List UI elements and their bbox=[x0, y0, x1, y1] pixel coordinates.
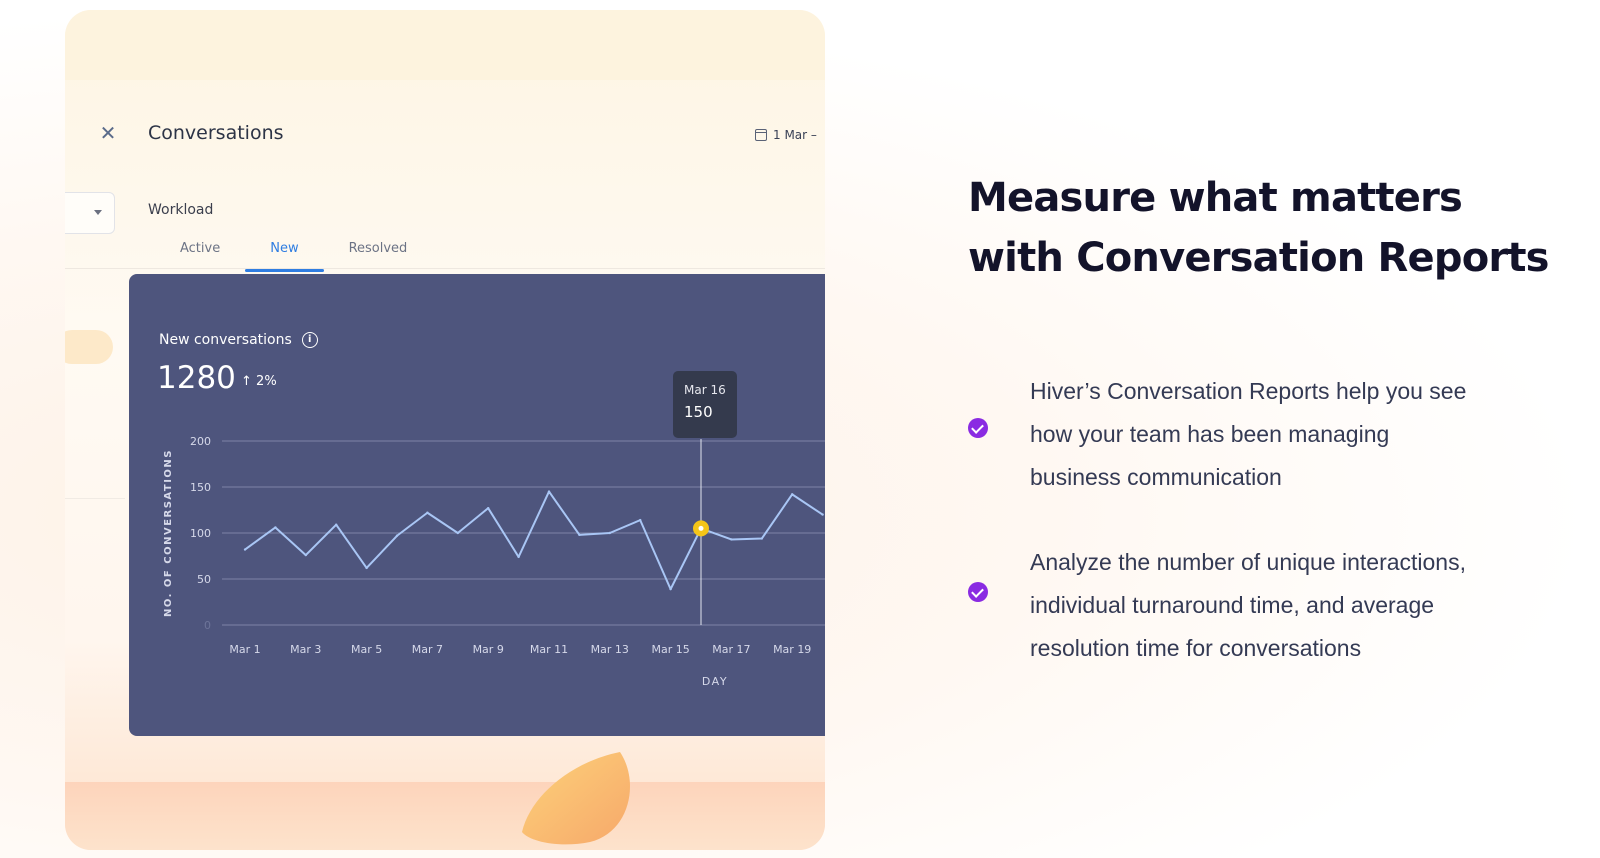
headline-line-1: Measure what matters bbox=[968, 175, 1463, 221]
calendar-icon bbox=[755, 129, 767, 141]
data-point bbox=[821, 513, 824, 516]
tab-resolved[interactable]: Resolved bbox=[348, 241, 408, 256]
x-tick-label: Mar 17 bbox=[712, 643, 750, 656]
chart-title: New conversations bbox=[159, 332, 292, 348]
data-point bbox=[335, 523, 338, 526]
x-tick-label: Mar 9 bbox=[473, 643, 504, 656]
data-point bbox=[517, 555, 520, 559]
data-point bbox=[487, 506, 490, 510]
bullet-2-line-3: resolution time for conversations bbox=[1030, 635, 1362, 661]
data-point bbox=[274, 526, 277, 529]
caret-down-icon bbox=[94, 210, 102, 215]
y-tick-label: 200 bbox=[190, 435, 211, 448]
y-tick-label: 150 bbox=[190, 481, 211, 494]
highlight-point-center bbox=[698, 525, 704, 531]
delta-value: 2% bbox=[256, 374, 277, 389]
bullet-1-marker bbox=[968, 418, 988, 438]
data-point bbox=[243, 548, 247, 551]
x-tick-label: Mar 19 bbox=[773, 643, 811, 656]
card-top-band bbox=[65, 10, 825, 80]
tooltip-value: 150 bbox=[684, 403, 713, 421]
bullet-1-line-2: how your team has been managing bbox=[1030, 421, 1390, 447]
bullet-2-marker bbox=[968, 582, 988, 602]
x-axis-label: DAY bbox=[702, 675, 728, 688]
bullet-1-text: Hiver’s Conversation Reports help you se… bbox=[1030, 370, 1590, 499]
close-icon[interactable]: ✕ bbox=[99, 121, 117, 145]
filter-dropdown[interactable] bbox=[65, 192, 115, 234]
data-point bbox=[365, 566, 368, 570]
x-tick-label: Mar 11 bbox=[530, 643, 568, 656]
x-tick-label: Mar 7 bbox=[412, 643, 443, 656]
line-chart: 0 50 100 150 200 NO. OF CONVERSATIONS DAY Mar 1… bbox=[163, 435, 825, 688]
x-tick-label: Mar 3 bbox=[290, 643, 321, 656]
data-point bbox=[547, 490, 551, 493]
date-range-picker[interactable]: 1 Mar – bbox=[755, 128, 817, 142]
decorative-blob bbox=[522, 752, 630, 845]
y-axis-label: NO. OF CONVERSATIONS bbox=[163, 449, 174, 617]
headline: Measure what matters with Conversation R… bbox=[968, 168, 1549, 288]
sidebar-divider bbox=[65, 498, 125, 499]
headline-line-2: with Conversation Reports bbox=[968, 235, 1549, 281]
data-point bbox=[426, 511, 429, 514]
check-circle-icon bbox=[968, 582, 988, 602]
data-point bbox=[608, 531, 611, 535]
tab-active[interactable]: Active bbox=[180, 241, 221, 256]
y-tick-label: 0 bbox=[204, 619, 211, 632]
check-circle-icon bbox=[968, 418, 988, 438]
date-range-label: 1 Mar – bbox=[773, 128, 817, 142]
bullet-1-line-1: Hiver’s Conversation Reports help you se… bbox=[1030, 378, 1467, 404]
total-count: 1280 bbox=[157, 360, 236, 396]
chart-tooltip: Mar 16 150 bbox=[673, 371, 737, 438]
bullet-2-text: Analyze the number of unique interaction… bbox=[1030, 541, 1590, 670]
x-tick-label: Mar 5 bbox=[351, 643, 382, 656]
delta-badge: ↑ 2% bbox=[241, 374, 277, 389]
tab-bar: Active New Resolved bbox=[155, 234, 432, 274]
y-tick-label: 100 bbox=[190, 527, 211, 540]
data-point bbox=[578, 533, 581, 537]
card-bottom-band bbox=[65, 782, 825, 850]
section-label: Workload bbox=[148, 202, 214, 218]
data-point bbox=[791, 493, 794, 496]
data-point bbox=[395, 534, 399, 537]
x-tick-label: Mar 1 bbox=[229, 643, 260, 656]
sidebar-pill bbox=[65, 330, 113, 364]
chart-panel: New conversations i 1280 ↑ 2% 0 50 100 150 2… bbox=[129, 274, 825, 736]
x-tick-label: Mar 13 bbox=[591, 643, 629, 656]
info-icon[interactable]: i bbox=[301, 332, 318, 348]
panel-title: Conversations bbox=[148, 122, 284, 144]
data-point bbox=[730, 538, 733, 541]
series-line bbox=[244, 490, 824, 591]
data-point bbox=[456, 531, 459, 535]
bullet-2-line-1: Analyze the number of unique interaction… bbox=[1030, 549, 1466, 575]
bullet-2-line-2: individual turnaround time, and average bbox=[1030, 592, 1435, 618]
data-point bbox=[639, 518, 642, 522]
arrow-up-icon: ↑ bbox=[241, 374, 252, 389]
tooltip-date: Mar 16 bbox=[684, 383, 726, 397]
tab-divider bbox=[65, 268, 825, 269]
data-point bbox=[760, 537, 763, 540]
y-tick-label: 50 bbox=[197, 573, 211, 586]
x-tick-label: Mar 15 bbox=[651, 643, 689, 656]
data-point bbox=[304, 553, 307, 557]
bullet-1-line-3: business communication bbox=[1030, 464, 1282, 490]
report-preview-card: ✕ Conversations 1 Mar – Workload Active … bbox=[65, 10, 825, 850]
data-point bbox=[669, 587, 672, 591]
tab-new[interactable]: New bbox=[245, 234, 324, 272]
